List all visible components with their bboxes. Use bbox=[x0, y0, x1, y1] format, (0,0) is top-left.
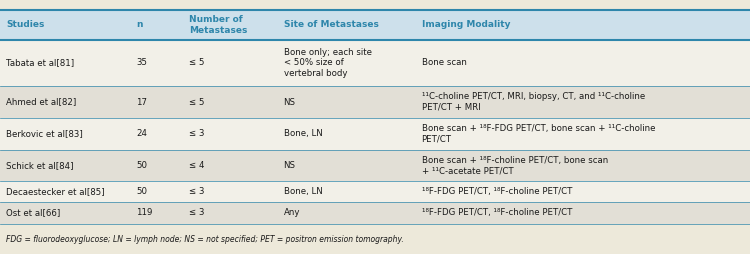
Text: Tabata et al[81]: Tabata et al[81] bbox=[6, 58, 74, 68]
Text: ¹¹C-choline PET/CT, MRI, biopsy, CT, and ¹¹C-choline
PET/CT + MRI: ¹¹C-choline PET/CT, MRI, biopsy, CT, and… bbox=[422, 92, 645, 112]
Text: ≤ 5: ≤ 5 bbox=[189, 98, 205, 106]
Text: Any: Any bbox=[284, 209, 300, 217]
Text: 50: 50 bbox=[136, 161, 148, 170]
Bar bbox=[0, 86, 750, 118]
Text: Site of Metastases: Site of Metastases bbox=[284, 21, 378, 29]
Text: Berkovic et al[83]: Berkovic et al[83] bbox=[6, 129, 82, 138]
Bar bbox=[0, 40, 750, 86]
Bar bbox=[0, 181, 750, 202]
Text: Schick et al[84]: Schick et al[84] bbox=[6, 161, 74, 170]
Text: 24: 24 bbox=[136, 129, 148, 138]
Text: ¹⁸F-FDG PET/CT, ¹⁸F-choline PET/CT: ¹⁸F-FDG PET/CT, ¹⁸F-choline PET/CT bbox=[422, 187, 572, 196]
Text: 35: 35 bbox=[136, 58, 148, 68]
Text: Number of
Metastases: Number of Metastases bbox=[189, 15, 248, 35]
Text: Ost et al[66]: Ost et al[66] bbox=[6, 209, 60, 217]
Text: Bone scan: Bone scan bbox=[422, 58, 466, 68]
Text: ¹⁸F-FDG PET/CT, ¹⁸F-choline PET/CT: ¹⁸F-FDG PET/CT, ¹⁸F-choline PET/CT bbox=[422, 209, 572, 217]
Text: Bone scan + ¹⁸F-choline PET/CT, bone scan
+ ¹¹C-acetate PET/CT: Bone scan + ¹⁸F-choline PET/CT, bone sca… bbox=[422, 156, 608, 175]
Text: NS: NS bbox=[284, 98, 296, 106]
Text: Bone scan + ¹⁸F-FDG PET/CT, bone scan + ¹¹C-choline
PET/CT: Bone scan + ¹⁸F-FDG PET/CT, bone scan + … bbox=[422, 124, 655, 144]
Text: ≤ 3: ≤ 3 bbox=[189, 187, 205, 196]
Bar bbox=[0, 10, 750, 40]
Text: FDG = fluorodeoxyglucose; LN = lymph node; NS = not specified; PET = positron em: FDG = fluorodeoxyglucose; LN = lymph nod… bbox=[6, 235, 404, 244]
Bar bbox=[0, 118, 750, 150]
Text: 119: 119 bbox=[136, 209, 153, 217]
Text: Bone, LN: Bone, LN bbox=[284, 129, 322, 138]
Text: ≤ 5: ≤ 5 bbox=[189, 58, 205, 68]
Bar bbox=[0, 150, 750, 181]
Bar bbox=[0, 202, 750, 224]
Text: Bone only; each site
< 50% size of
vertebral body: Bone only; each site < 50% size of verte… bbox=[284, 48, 371, 78]
Text: ≤ 4: ≤ 4 bbox=[189, 161, 205, 170]
Text: Bone, LN: Bone, LN bbox=[284, 187, 322, 196]
Text: Decaestecker et al[85]: Decaestecker et al[85] bbox=[6, 187, 104, 196]
Text: ≤ 3: ≤ 3 bbox=[189, 209, 205, 217]
Text: n: n bbox=[136, 21, 143, 29]
Text: 50: 50 bbox=[136, 187, 148, 196]
Text: ≤ 3: ≤ 3 bbox=[189, 129, 205, 138]
Text: Studies: Studies bbox=[6, 21, 44, 29]
Text: Imaging Modality: Imaging Modality bbox=[422, 21, 510, 29]
Text: NS: NS bbox=[284, 161, 296, 170]
Text: 17: 17 bbox=[136, 98, 148, 106]
Text: Ahmed et al[82]: Ahmed et al[82] bbox=[6, 98, 76, 106]
